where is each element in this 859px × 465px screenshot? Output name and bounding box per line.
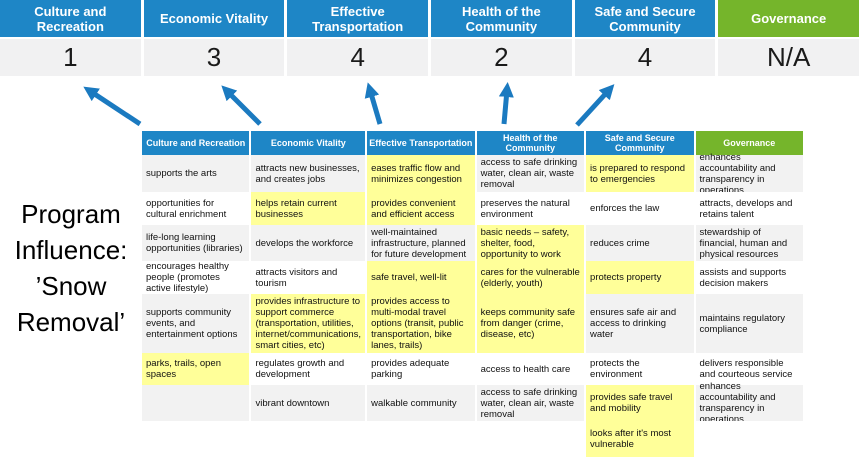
program-label-line: Influence: (14, 235, 128, 265)
up-arrow-1 (83, 86, 142, 127)
matrix-cell-r1-c4: access to safe drinking water, clean air… (476, 155, 585, 192)
scoreboard-header: Effective Transportation (287, 0, 429, 37)
matrix-cell-r4-c6: assists and supports decision makers (695, 261, 803, 294)
scoreboard-column-1: Culture and Recreation 1 (0, 0, 141, 76)
matrix-cell-r1-c3: eases traffic flow and minimizes congest… (367, 155, 475, 192)
influence-matrix: Culture and Recreation Economic Vitality E… (142, 131, 803, 457)
matrix-cell-r7-c4: access to safe drinking water, clean air… (476, 385, 585, 421)
matrix-cell-r5-c2: provides infrastructure to support comme… (251, 294, 366, 353)
matrix-cell-r8-c2 (251, 421, 366, 457)
matrix-cell-r1-c5: is prepared to respond to emergencies (586, 155, 694, 192)
matrix-cell-r7-c2: vibrant downtown (251, 385, 366, 421)
matrix-cell-r8-c6 (695, 421, 803, 457)
matrix-cell-r3-c1: life-long learning opportunities (librar… (142, 225, 250, 261)
matrix-cell-r2-c3: provides convenient and efficient access (367, 192, 475, 225)
matrix-cell-r1-c2: attracts new businesses, and creates job… (251, 155, 366, 192)
matrix-header-5: Safe and Secure Community (586, 131, 694, 155)
scoreboard-column-6: Governance N/A (718, 0, 859, 76)
matrix-cell-r5-c5: ensures safe air and access to drinking … (586, 294, 694, 353)
matrix-cell-r3-c2: develops the workforce (251, 225, 366, 261)
scoreboard-header: Safe and Secure Community (574, 0, 716, 37)
matrix-cell-r6-c1: parks, trails, open spaces (142, 353, 250, 385)
matrix-cell-r8-c1 (142, 421, 250, 457)
matrix-cell-r3-c6: stewardship of financial, human and phys… (695, 225, 803, 261)
up-arrow-2 (221, 85, 262, 126)
matrix-cell-r5-c6: maintains regulatory compliance (695, 294, 803, 353)
scoreboard-column-4: Health of the Community 2 (431, 0, 572, 76)
up-arrow-3 (364, 82, 383, 125)
scoreboard-column-3: Effective Transportation 4 (287, 0, 429, 76)
matrix-cell-r8-c5: looks after it's most vulnerable (586, 421, 694, 457)
matrix-cell-r4-c2: attracts visitors and tourism (251, 261, 366, 294)
program-influence-label: Program Influence: ’Snow Removal’ (0, 196, 142, 340)
matrix-cell-r7-c5: provides safe travel and mobility (586, 385, 694, 421)
matrix-cell-r5-c4: keeps community safe from danger (crime,… (476, 294, 585, 353)
matrix-cell-r2-c1: opportunities for cultural enrichment (142, 192, 250, 225)
scoreboard-header: Economic Vitality (143, 0, 285, 37)
matrix-cell-r3-c3: well-maintained infrastructure, planned … (367, 225, 475, 261)
matrix-cell-r7-c6: enhances accountability and transparency… (695, 381, 803, 425)
matrix-cell-r5-c3: provides access to multi-modal travel op… (367, 294, 475, 353)
scoreboard-header: Health of the Community (431, 0, 572, 37)
matrix-cell-r2-c4: preserves the natural environment (476, 192, 585, 225)
matrix-cell-r6-c3: provides adequate parking (367, 353, 475, 385)
program-label-line: ’Snow (35, 271, 107, 301)
matrix-cell-r6-c5: protects the environment (586, 353, 694, 385)
matrix-cell-r2-c6: attracts, develops and retains talent (695, 192, 803, 225)
scoreboard-score: 1 (0, 39, 141, 76)
matrix-header-2: Economic Vitality (251, 131, 366, 155)
up-arrow-5 (575, 84, 615, 127)
matrix-cell-r3-c5: reduces crime (586, 225, 694, 261)
matrix-cell-r1-c1: supports the arts (142, 155, 250, 192)
matrix-cell-r4-c5: protects property (586, 261, 694, 294)
matrix-cell-r1-c6: enhances accountability and transparency… (695, 152, 803, 196)
matrix-cell-r7-c3: walkable community (367, 385, 475, 421)
matrix-cell-r4-c1: encourages healthy people (promotes acti… (142, 261, 250, 294)
matrix-header-1: Culture and Recreation (142, 131, 250, 155)
matrix-cell-r7-c1 (142, 385, 250, 421)
matrix-cell-r4-c3: safe travel, well-lit (367, 261, 475, 294)
program-label-line: Program (21, 199, 121, 229)
matrix-cell-r6-c6: delivers responsible and courteous servi… (695, 353, 803, 385)
matrix-cell-r6-c2: regulates growth and development (251, 353, 366, 385)
scoreboard-header: Culture and Recreation (0, 0, 141, 37)
scoreboard: Culture and Recreation 1 Economic Vitality… (0, 0, 859, 76)
scoreboard-column-5: Safe and Secure Community 4 (574, 0, 716, 76)
program-label-line: Removal’ (16, 307, 126, 337)
matrix-cell-r3-c4: basic needs – safety, shelter, food, opp… (476, 225, 585, 261)
scoreboard-score: 3 (143, 39, 285, 76)
matrix-cell-r4-c4: cares for the vulnerable (elderly, youth… (476, 261, 585, 294)
scoreboard-header: Governance (718, 0, 859, 37)
scoreboard-score: 4 (574, 39, 716, 76)
scoreboard-score: N/A (718, 39, 859, 76)
matrix-cell-r8-c3 (367, 421, 475, 457)
matrix-cell-r5-c1: supports community events, and entertain… (142, 294, 250, 353)
matrix-cell-r2-c2: helps retain current businesses (251, 192, 366, 225)
matrix-cell-r6-c4: access to health care (476, 353, 585, 385)
matrix-cell-r8-c4 (476, 421, 585, 457)
matrix-header-4: Health of the Community (476, 131, 585, 155)
matrix-header-3: Effective Transportation (367, 131, 475, 155)
matrix-cell-r2-c5: enforces the law (586, 192, 694, 225)
scoreboard-score: 2 (431, 39, 572, 76)
up-arrow-4 (498, 82, 514, 125)
scoreboard-score: 4 (287, 39, 429, 76)
scoreboard-column-2: Economic Vitality 3 (143, 0, 285, 76)
influence-arrows (83, 82, 615, 127)
matrix-header-6: Governance (695, 131, 803, 155)
